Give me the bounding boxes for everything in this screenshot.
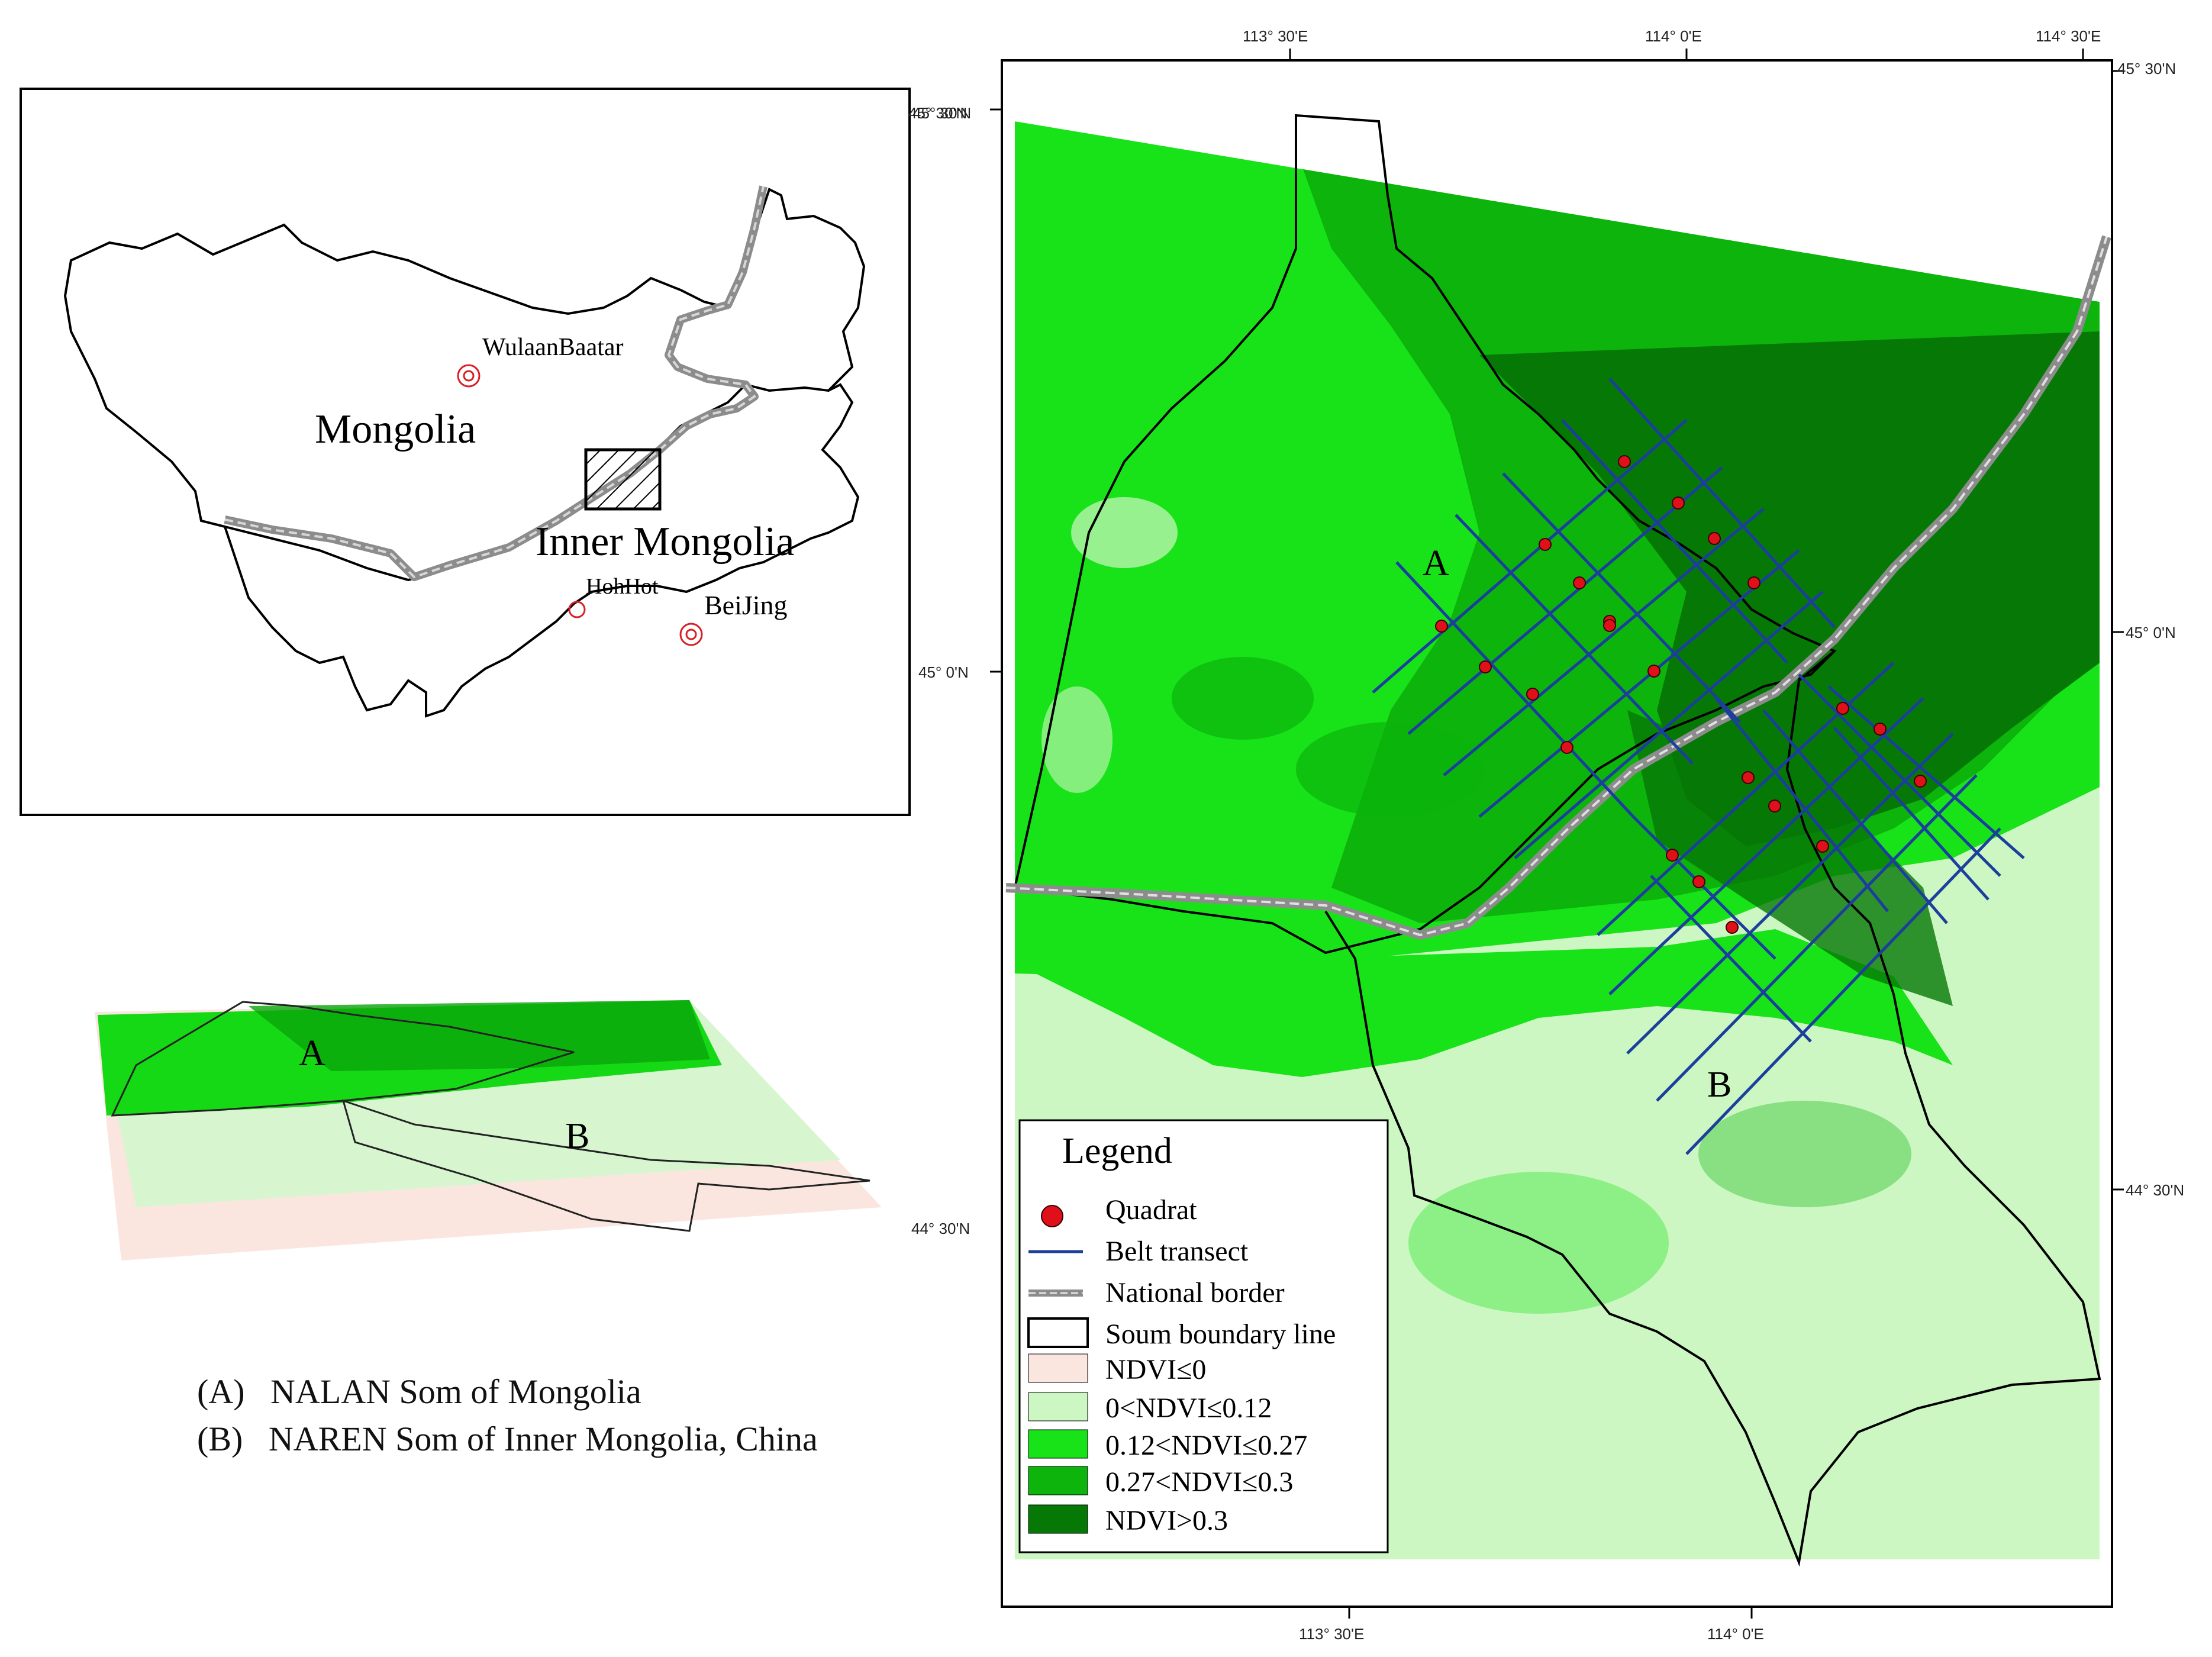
legend: Legend Quadrat Belt transect National bord… [1018,1119,1389,1553]
perspective-view: A B 44° 30'N [95,1000,970,1261]
legend-symbol-fill [1028,1392,1088,1421]
legend-item: 0.12<NDVI≤0.27 [1028,1429,1307,1461]
legend-item: Quadrat [1041,1194,1197,1227]
legend-item: Soum boundary line [1027,1317,1336,1350]
hohhot-marker [568,601,586,618]
legend-symbol-fill [1028,1466,1088,1495]
legend-symbol-point [1041,1205,1063,1227]
top-tick-3: 114° 30'E [2036,27,2101,45]
legend-item: 0<NDVI≤0.12 [1028,1392,1272,1424]
left-tick-2: 45° 0'N [918,663,969,681]
belt-transects [1372,378,2025,1155]
quadrat-points [1435,455,1927,934]
soum-boundary-a [1013,114,1837,955]
caption-a: (A) NALAN Som of Mongolia [197,1372,641,1411]
legend-title: Legend [1062,1131,1172,1171]
beijing-label: BeiJing [704,590,788,620]
legend-item: 0.27<NDVI≤0.3 [1028,1466,1293,1498]
legend-label: NDVI≤0 [1105,1354,1206,1385]
legend-label: Soum boundary line [1105,1318,1336,1350]
legend-label: 0.12<NDVI≤0.27 [1105,1430,1307,1461]
legend-symbol-fill [1028,1353,1088,1383]
legend-items: Quadrat Belt transect National border Soum … [1027,1194,1336,1536]
inner-mongolia-label: Inner Mongolia [536,519,794,565]
perspective-label-a: A [299,1033,325,1073]
study-area-box [584,448,662,511]
graticule-ticks [990,49,2124,1619]
legend-symbol-box [1027,1317,1089,1348]
ulaanbaatar-label: WulaanBaatar [482,334,624,361]
inset-latitude-label: 45° 30'N [908,104,967,122]
beijing-marker [679,623,703,646]
legend-label: Belt transect [1105,1236,1249,1267]
legend-label: National border [1105,1277,1285,1308]
legend-label: NDVI>0.3 [1105,1505,1228,1536]
perspective-latitude-label: 44° 30'N [911,1220,970,1237]
top-tick-2: 114° 0'E [1645,27,1702,45]
legend-symbol-fill [1028,1504,1088,1534]
main-region-label-a: A [1423,543,1449,584]
right-tick-1: 45° 30'N [2117,60,2176,78]
inset-national-border-dash [224,186,765,579]
legend-item: National border [1028,1277,1285,1308]
legend-item: NDVI>0.3 [1028,1504,1228,1536]
right-tick-3: 44° 30'N [2126,1181,2184,1199]
inner-mongolia-outline [224,383,860,718]
caption-b: (B) NAREN Som of Inner Mongolia, China [197,1420,818,1458]
legend-item: NDVI≤0 [1028,1353,1206,1385]
legend-label: 0<NDVI≤0.12 [1105,1392,1272,1424]
hohhot-label: HohHot [586,574,659,599]
main-region-label-b: B [1707,1065,1731,1105]
bottom-tick-1: 113° 30'E [1299,1625,1364,1643]
right-tick-2: 45° 0'N [2126,624,2176,641]
left-tick-1: 45° 30'N [912,104,971,122]
perspective-boundary-a [111,1001,575,1117]
legend-label: Quadrat [1105,1194,1197,1226]
perspective-label-b: B [565,1116,589,1156]
bottom-tick-2: 114° 0'E [1707,1625,1764,1643]
perspective-boundary-b [341,1099,870,1232]
perspective-dark-zone [249,1000,710,1071]
soum-boundary-b [1324,650,2101,1567]
ulaanbaatar-marker [457,364,481,388]
top-tick-1: 113° 30'E [1243,27,1308,45]
legend-item: Belt transect [1028,1236,1249,1267]
mongolia-label: Mongolia [315,407,476,452]
legend-symbol-fill [1028,1429,1088,1459]
main-map: A B 113° 30'E 114° 0'E 114° 30'E 113° 30… [912,27,2184,1643]
legend-label: 0.27<NDVI≤0.3 [1105,1466,1293,1498]
inset-map: WulaanBaatar Mongolia Inner Mongolia Hoh… [20,88,967,816]
